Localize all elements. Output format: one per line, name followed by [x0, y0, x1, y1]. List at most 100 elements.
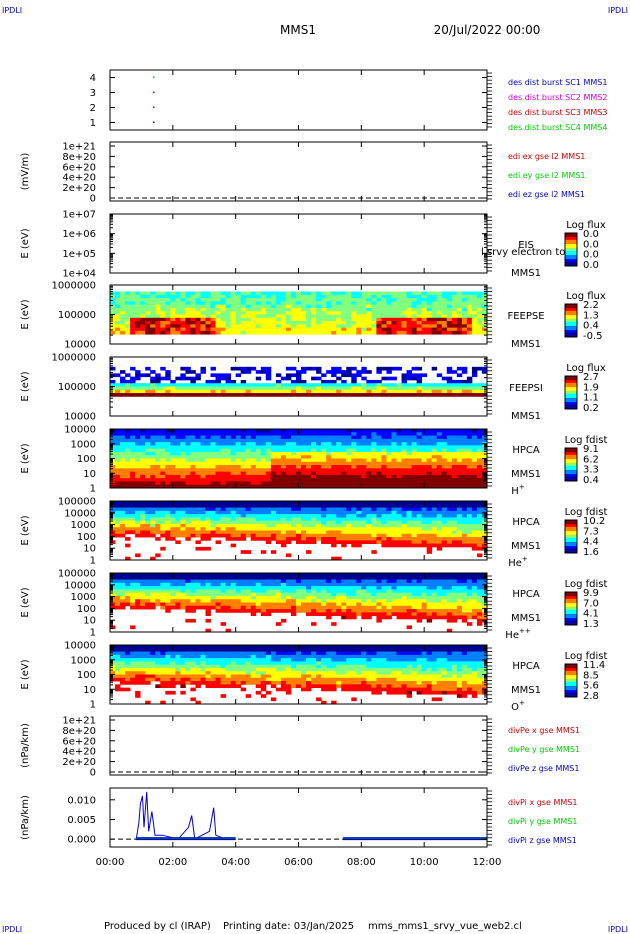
spectrogram-cell — [391, 429, 397, 433]
spectrogram-cell — [155, 514, 161, 518]
spectrogram-cell — [381, 321, 387, 325]
spectrogram-cell — [416, 533, 423, 538]
spectrogram-cell — [265, 592, 272, 597]
spectrogram-cell — [366, 501, 372, 505]
y-tick-label: 0 — [90, 194, 96, 205]
spectrogram-cell — [321, 327, 327, 332]
spectrogram-cell — [466, 379, 473, 384]
spectrogram-cell — [250, 612, 257, 617]
spectrogram-cell — [406, 435, 412, 440]
spectrogram-cell — [461, 317, 468, 322]
spectrogram-cell — [351, 520, 357, 525]
spectrogram-cell — [341, 432, 347, 436]
spectrogram-cell — [230, 514, 237, 518]
spectrogram-cell — [160, 501, 166, 505]
spectrogram-cell — [205, 510, 211, 515]
spectrogram-cell — [110, 373, 116, 378]
spectrogram-cell — [270, 448, 277, 453]
spectrogram-cell — [326, 307, 332, 312]
spectrogram-cell — [316, 605, 322, 610]
spectrogram-cell — [366, 393, 372, 397]
spectrogram-cell — [290, 298, 297, 302]
spectrogram-cell — [451, 301, 458, 306]
spectrogram-cell — [205, 317, 211, 322]
spectrogram-cell — [361, 311, 367, 315]
spectrogram-cell — [265, 595, 272, 600]
spectrogram-cell — [295, 383, 302, 387]
colorbar-swatch — [565, 468, 577, 471]
spectrogram-cell — [290, 592, 297, 597]
spectrogram-cell — [275, 311, 282, 315]
spectrogram-cell — [356, 530, 362, 535]
spectrogram-cell — [125, 317, 131, 322]
spectrogram-cell — [446, 514, 453, 518]
colorbar-tick-label: 10.2 — [583, 516, 605, 527]
spectrogram-cell — [481, 317, 488, 322]
spectrogram-cell — [381, 448, 387, 453]
spectrogram-cell — [215, 311, 221, 315]
spectrogram-cell — [285, 386, 292, 391]
spectrogram-cell — [205, 389, 211, 394]
spectrogram-cell — [436, 517, 443, 522]
spectrogram-cell — [466, 510, 473, 515]
spectrogram-cell — [306, 514, 312, 518]
spectrogram-cell — [235, 291, 242, 296]
spectrogram-cell — [170, 468, 176, 473]
spectrogram-cell — [270, 484, 277, 489]
colorbar-swatch — [565, 535, 577, 537]
spectrogram-cell — [205, 458, 211, 463]
spectrogram-cell — [396, 537, 402, 541]
spectrogram-cell — [250, 366, 257, 371]
colorbar-swatch — [565, 470, 577, 472]
spectrogram-cell — [411, 445, 418, 450]
spectrogram-cell — [346, 461, 352, 466]
spectrogram-cell — [371, 458, 377, 463]
spectrogram-cell — [351, 442, 357, 446]
spectrogram-cell — [326, 599, 332, 603]
spectrogram-cell — [290, 442, 297, 446]
spectrogram-cell — [160, 602, 166, 607]
spectrogram-cell — [356, 321, 362, 325]
spectrogram-cell — [306, 582, 312, 587]
spectrogram-cell — [311, 451, 317, 456]
spectrogram-cell — [175, 304, 181, 309]
spectrogram-cell — [120, 314, 126, 319]
spectrogram-cell — [125, 291, 131, 296]
spectrogram-cell — [245, 386, 252, 391]
spectrogram-cell — [280, 576, 287, 580]
spectrogram-cell — [316, 451, 322, 456]
spectrogram-cell — [145, 592, 151, 597]
spectrogram-cell — [341, 370, 347, 374]
spectrogram-cell — [466, 465, 473, 469]
spectrogram-cell — [311, 445, 317, 450]
spectrogram-cell — [381, 429, 387, 433]
spectrogram-cell — [295, 514, 302, 518]
spectrogram-cell — [471, 471, 478, 476]
spectrogram-cell — [361, 458, 367, 463]
spectrogram-cell — [391, 393, 397, 397]
spectrogram-cell — [421, 478, 428, 482]
spectrogram-cell — [476, 510, 483, 515]
spectrogram-cell — [250, 438, 257, 443]
spectrogram-cell — [371, 507, 377, 512]
spectrogram-cell — [250, 386, 257, 391]
spectrogram-cell — [341, 514, 347, 518]
spectrogram-cell — [391, 465, 397, 469]
spectrogram-cell — [386, 386, 392, 391]
spectrogram-cell — [290, 530, 297, 535]
spectrogram-cell — [326, 330, 332, 335]
spectrogram-cell — [336, 540, 342, 545]
spectrogram-cell — [290, 504, 297, 508]
spectrogram-cell — [371, 550, 377, 554]
colorbar-swatch — [565, 540, 577, 543]
spectrogram-cell — [311, 301, 317, 306]
spectrogram-cell — [150, 520, 156, 525]
spectrogram-cell — [170, 317, 176, 322]
spectrogram-cell — [311, 599, 317, 603]
spectrogram-cell — [456, 455, 463, 459]
spectrogram-cell — [341, 429, 347, 433]
spectrogram-cell — [421, 321, 428, 325]
spectrogram-cell — [135, 314, 141, 319]
spectrogram-cell — [270, 442, 277, 446]
